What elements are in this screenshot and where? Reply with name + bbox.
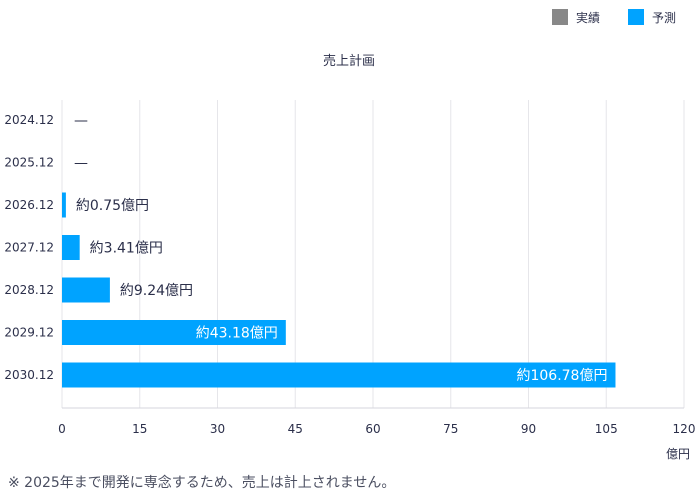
legend-swatch	[552, 9, 568, 25]
x-tick-label: 30	[210, 422, 225, 436]
x-tick-label: 105	[595, 422, 618, 436]
bars	[62, 192, 616, 388]
data-label: 約106.78億円	[516, 368, 607, 384]
data-label: 約0.75億円	[76, 198, 149, 214]
sales-plan-chart: 2024.12 2025.12 2026.12 2027.12 2028.12 2029.…	[4, 9, 695, 461]
category-label: 2028.12	[4, 283, 54, 297]
bar-forecast	[62, 192, 66, 218]
category-label: 2027.12	[4, 241, 54, 255]
x-tick-label: 60	[365, 422, 380, 436]
category-labels: 2024.12 2025.12 2026.12 2027.12 2028.12 2029.…	[4, 113, 54, 382]
data-label: 約9.24億円	[120, 283, 193, 299]
legend-label: 予測	[652, 11, 676, 25]
category-label: 2029.12	[4, 326, 54, 340]
bar-forecast	[62, 277, 110, 303]
category-label: 2026.12	[4, 198, 54, 212]
category-label: 2024.12	[4, 113, 54, 127]
bar-forecast	[62, 320, 286, 345]
footnote: ※ 2025年まで開発に専念するため、売上は計上されません。	[8, 475, 396, 491]
data-label: —	[74, 156, 88, 172]
chart-title: 売上計画	[323, 53, 375, 69]
bar-forecast	[62, 362, 616, 388]
bar-forecast	[62, 235, 80, 260]
x-tick-label: 45	[288, 422, 303, 436]
x-axis-ticks: 0 15 30 45 60 75 90 105 120	[58, 422, 695, 436]
x-tick-label: 15	[132, 422, 147, 436]
legend-label: 実績	[576, 10, 600, 25]
legend-swatch	[628, 9, 644, 25]
gridlines	[61, 100, 685, 409]
data-label: —	[74, 113, 88, 129]
x-tick-label: 120	[673, 422, 696, 436]
x-axis-unit: 億円	[666, 447, 690, 461]
legend: 実績 予測	[552, 9, 676, 25]
x-tick-label: 90	[521, 422, 536, 436]
data-label: 約43.18億円	[196, 326, 278, 342]
x-tick-label: 75	[443, 422, 458, 436]
data-label: 約3.41億円	[90, 241, 163, 257]
x-tick-label: 0	[58, 422, 66, 436]
category-label: 2025.12	[4, 156, 54, 170]
category-label: 2030.12	[4, 368, 54, 382]
